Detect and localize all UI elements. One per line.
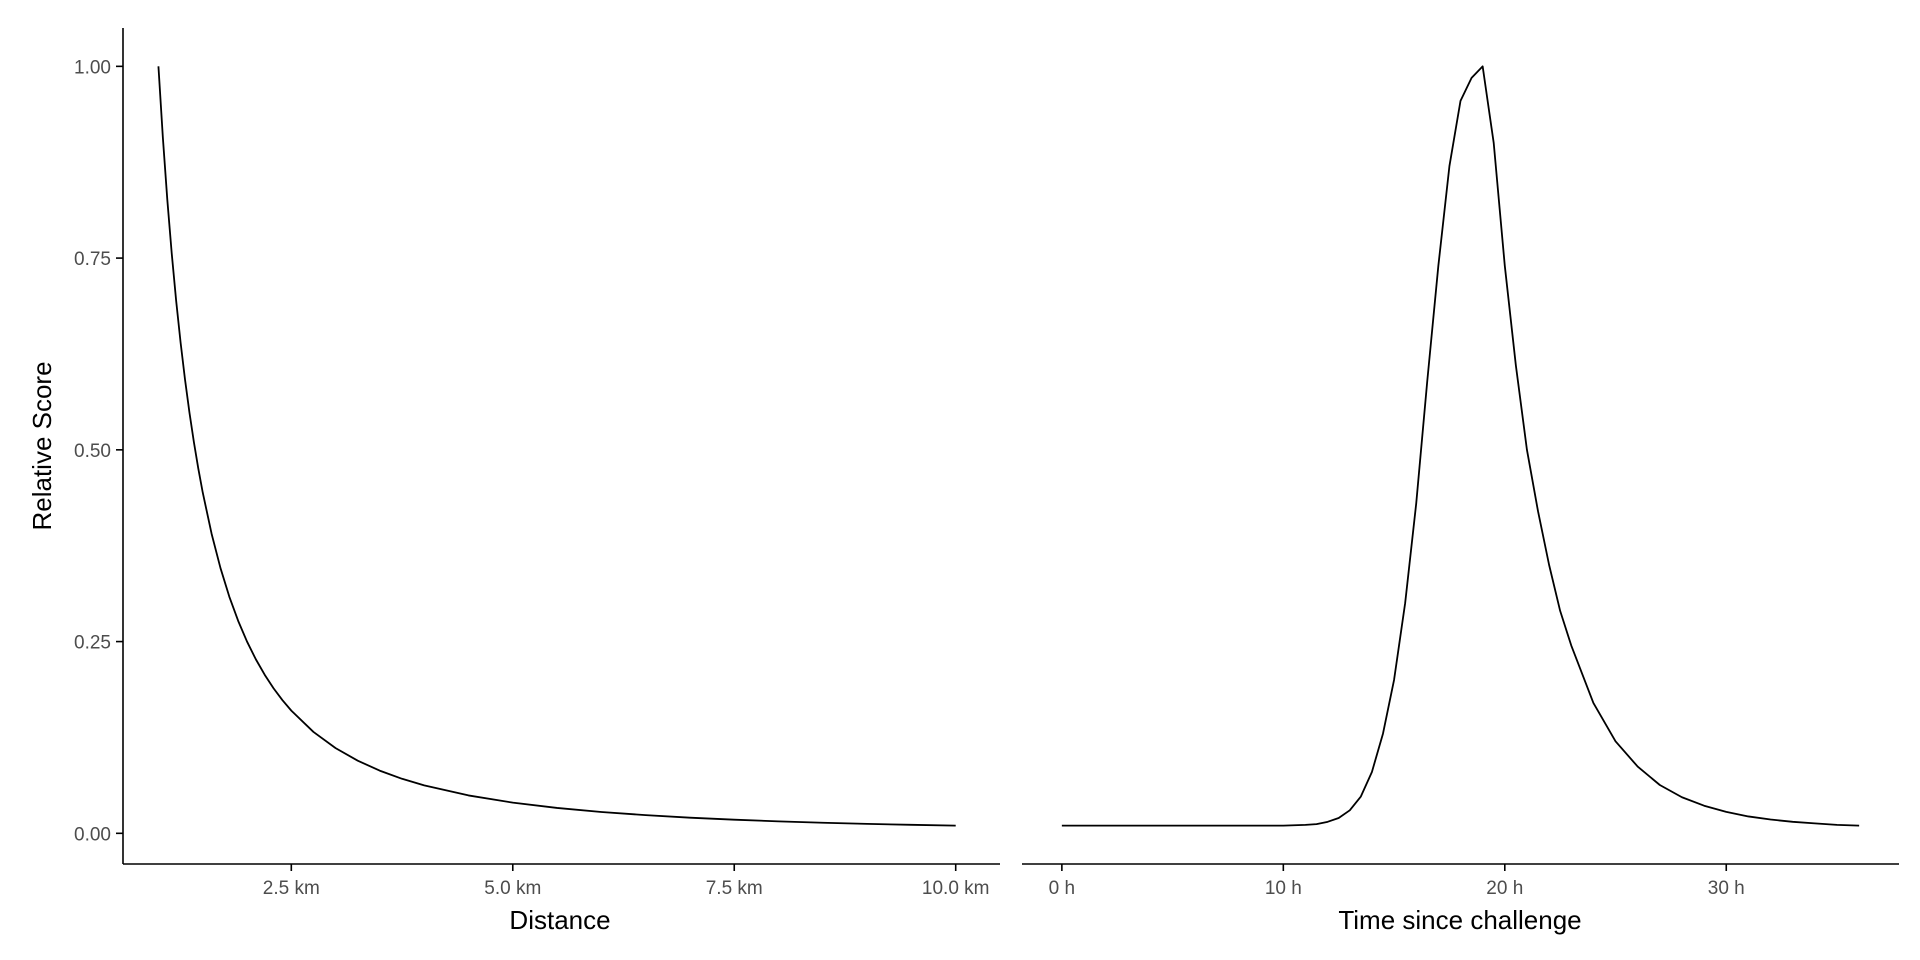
left-x-tick-label: 2.5 km (263, 878, 320, 899)
right-x-axis-title: Time since challenge (1338, 905, 1581, 935)
distance-score-line (157, 66, 956, 827)
left-x-axis-title: Distance (509, 905, 610, 935)
distance-panel: 0.00 0.25 0.50 0.75 1.00 2.5 km 5.0 km 7.5 km 1… (27, 28, 1000, 935)
right-x-tick-label: 0 h (1049, 878, 1075, 899)
time-panel: 0 h 10 h 20 h 30 h Time since challenge (1022, 65, 1899, 935)
time-score-line (1061, 65, 1860, 827)
left-x-ticks: 2.5 km 5.0 km 7.5 km 10.0 km (263, 864, 990, 899)
right-x-tick-label: 30 h (1708, 878, 1745, 899)
right-x-ticks: 0 h 10 h 20 h 30 h (1049, 864, 1745, 899)
right-x-tick-label: 10 h (1265, 878, 1302, 899)
left-x-tick-label: 10.0 km (922, 878, 990, 899)
right-x-tick-label: 20 h (1486, 878, 1523, 899)
left-x-tick-label: 7.5 km (706, 878, 763, 899)
y-axis-title: Relative Score (27, 361, 57, 530)
y-tick-label: 0.75 (74, 249, 111, 270)
y-tick-label: 0.50 (74, 441, 111, 462)
left-x-tick-label: 5.0 km (484, 878, 541, 899)
y-tick-label: 0.00 (74, 824, 111, 845)
y-tick-label: 1.00 (74, 57, 111, 78)
left-y-ticks: 0.00 0.25 0.50 0.75 1.00 (74, 57, 123, 845)
y-tick-label: 0.25 (74, 633, 111, 654)
